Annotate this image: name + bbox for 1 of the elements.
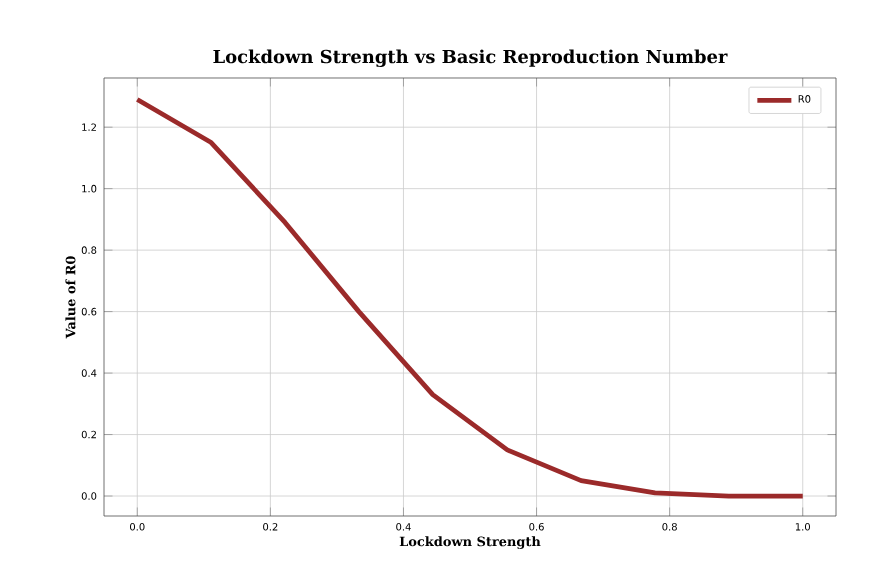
chart-title: Lockdown Strength vs Basic Reproduction Number — [213, 49, 728, 68]
